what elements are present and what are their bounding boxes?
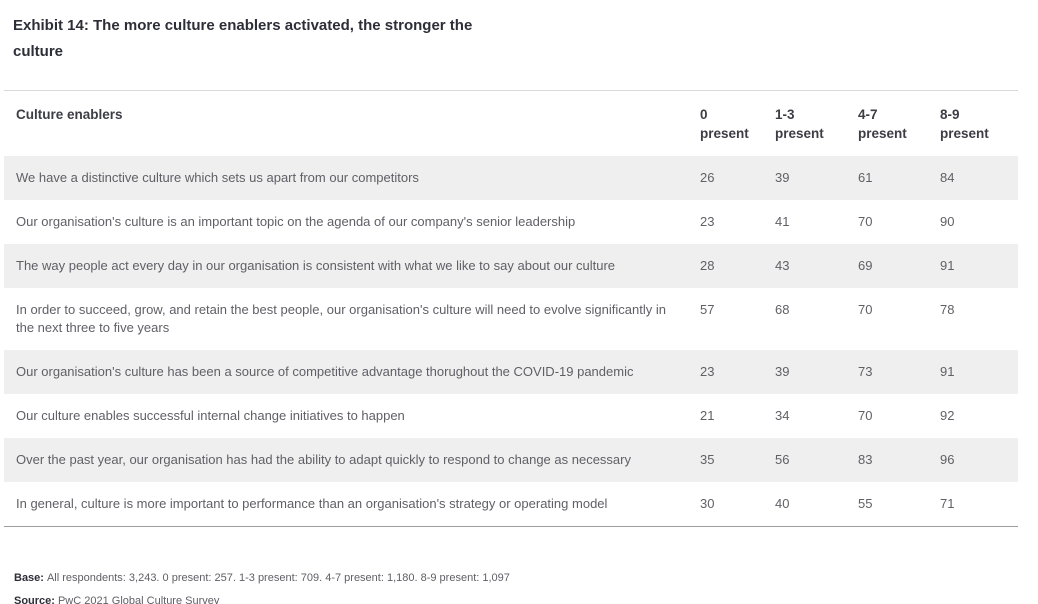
footnotes: Base: All respondents: 3,243. 0 present: … — [14, 572, 1038, 604]
value-8-9-present: 90 — [940, 214, 955, 229]
row-label: In order to succeed, grow, and retain th… — [16, 302, 666, 335]
base-label: Base: — [14, 572, 44, 584]
table-row: In order to succeed, grow, and retain th… — [4, 288, 1018, 350]
value-0-present: 23 — [700, 214, 715, 229]
value-1-3-present: 68 — [775, 302, 790, 317]
table-row: In general, culture is more important to… — [4, 482, 1018, 527]
value-8-9-present: 92 — [940, 408, 955, 423]
column-header-0-present: 0 present — [700, 90, 775, 156]
row-label: Our organisation's culture has been a so… — [16, 364, 634, 379]
source-text: PwC 2021 Global Culture Survey — [57, 595, 220, 604]
row-label: In general, culture is more important to… — [4, 482, 700, 527]
value-0-present: 23 — [700, 364, 715, 379]
value-4-7-present: 70 — [858, 214, 873, 229]
row-label: Our organisation's culture is an importa… — [16, 214, 576, 229]
value-1-3-present: 39 — [775, 364, 790, 379]
value-8-9-present: 78 — [940, 302, 955, 317]
value-0-present: 35 — [700, 452, 715, 467]
column-header-1-3-present: 1-3 present — [775, 90, 858, 156]
value-0-present: 57 — [700, 302, 715, 317]
value-4-7-present: 69 — [858, 258, 873, 273]
culture-enablers-table: Culture enablers 0 present 1-3 present 4… — [4, 90, 1018, 527]
table-row: Our organisation's culture has been a so… — [4, 350, 1018, 394]
table-row: Our organisation's culture is an importa… — [4, 200, 1018, 244]
column-header-culture-enablers: Culture enablers — [4, 90, 700, 156]
source-label: Source: — [14, 595, 55, 604]
value-8-9-present: 84 — [940, 170, 955, 185]
column-unit: present — [700, 126, 749, 141]
value-4-7-present: 61 — [858, 170, 873, 185]
column-range: 1-3 — [775, 107, 795, 122]
base-text: All respondents: 3,243. 0 present: 257. … — [46, 572, 510, 584]
value-4-7-present: 70 — [858, 408, 873, 423]
table-row: The way people act every day in our orga… — [4, 244, 1018, 288]
table-row: Our culture enables successful internal … — [4, 394, 1018, 438]
value-4-7-present: 55 — [858, 482, 940, 527]
table-header: Culture enablers 0 present 1-3 present 4… — [4, 90, 1018, 156]
exhibit-title: Exhibit 14: The more culture enablers ac… — [13, 13, 1038, 65]
column-unit: present — [940, 126, 989, 141]
column-unit: present — [775, 126, 824, 141]
column-range: 0 — [700, 107, 708, 122]
base-note: Base: All respondents: 3,243. 0 present: … — [14, 572, 1038, 585]
table-row: Over the past year, our organisation has… — [4, 438, 1018, 482]
column-range: 8-9 — [940, 107, 960, 122]
header-row: Culture enablers 0 present 1-3 present 4… — [4, 90, 1018, 156]
row-label: Our culture enables successful internal … — [16, 408, 405, 423]
value-1-3-present: 34 — [775, 408, 790, 423]
value-1-3-present: 40 — [775, 482, 858, 527]
value-0-present: 28 — [700, 258, 715, 273]
value-4-7-present: 70 — [858, 302, 873, 317]
value-4-7-present: 73 — [858, 364, 873, 379]
value-4-7-present: 83 — [858, 452, 873, 467]
row-label: The way people act every day in our orga… — [16, 258, 616, 273]
column-header-4-7-present: 4-7 present — [858, 90, 940, 156]
value-8-9-present: 96 — [940, 452, 955, 467]
column-range: 4-7 — [858, 107, 878, 122]
value-8-9-present: 91 — [940, 364, 955, 379]
source-note: Source: PwC 2021 Global Culture Survey — [14, 595, 1038, 604]
row-label: We have a distinctive culture which sets… — [16, 170, 419, 185]
table-body: We have a distinctive culture which sets… — [4, 156, 1018, 527]
value-0-present: 21 — [700, 408, 715, 423]
value-1-3-present: 41 — [775, 214, 790, 229]
row-label: Over the past year, our organisation has… — [16, 452, 631, 467]
value-0-present: 30 — [700, 482, 775, 527]
value-1-3-present: 43 — [775, 258, 790, 273]
table-row: We have a distinctive culture which sets… — [4, 156, 1018, 200]
value-8-9-present: 71 — [940, 482, 1018, 527]
value-1-3-present: 39 — [775, 170, 790, 185]
value-1-3-present: 56 — [775, 452, 790, 467]
exhibit-title-line2: culture — [13, 43, 64, 60]
column-unit: present — [858, 126, 907, 141]
value-8-9-present: 91 — [940, 258, 955, 273]
value-0-present: 26 — [700, 170, 715, 185]
column-header-8-9-present: 8-9 present — [940, 90, 1018, 156]
exhibit-title-line1: Exhibit 14: The more culture enablers ac… — [13, 17, 473, 34]
